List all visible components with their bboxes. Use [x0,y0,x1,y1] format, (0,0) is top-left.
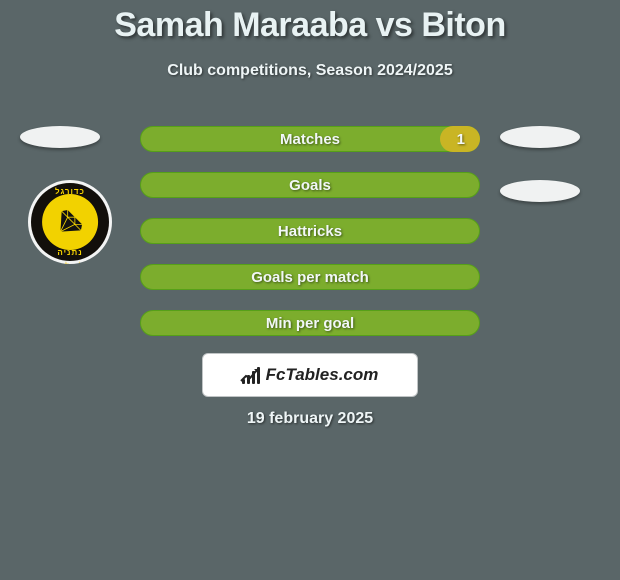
page-title: Samah Maraaba vs Biton [0,6,620,45]
stat-label: Matches [280,131,340,148]
stat-bar-goals-per-match: Goals per match [140,264,480,290]
date-caption: 19 february 2025 [0,410,620,428]
subtitle: Club competitions, Season 2024/2025 [0,62,620,80]
trend-line-icon [240,366,260,384]
club-avatar-right [500,180,580,202]
stat-bar-min-per-goal: Min per goal [140,310,480,336]
stat-value-right: 1 [457,131,465,148]
source-logo: FcTables.com [202,353,418,397]
bar-chart-icon [242,366,260,384]
stat-label: Goals per match [251,269,369,286]
stat-label: Goals [289,177,331,194]
stat-label: Hattricks [278,223,342,240]
source-logo-text: FcTables.com [266,365,379,385]
club-crest-left: כדורגל נתניה ★ ★ ★ ★ ★ [28,180,112,264]
player-avatar-right [500,126,580,148]
crest-text-bottom: נתניה [57,248,82,257]
comparison-card: Samah Maraaba vs Biton Club competitions… [0,0,620,580]
stat-bar-matches: Matches 1 [140,126,480,152]
stat-bar-goals: Goals [140,172,480,198]
crest-stars: ★ ★ ★ ★ ★ [49,260,91,264]
player-avatar-left [20,126,100,148]
diamond-icon [46,198,94,246]
stat-label: Min per goal [266,315,354,332]
stat-bar-hattricks: Hattricks [140,218,480,244]
